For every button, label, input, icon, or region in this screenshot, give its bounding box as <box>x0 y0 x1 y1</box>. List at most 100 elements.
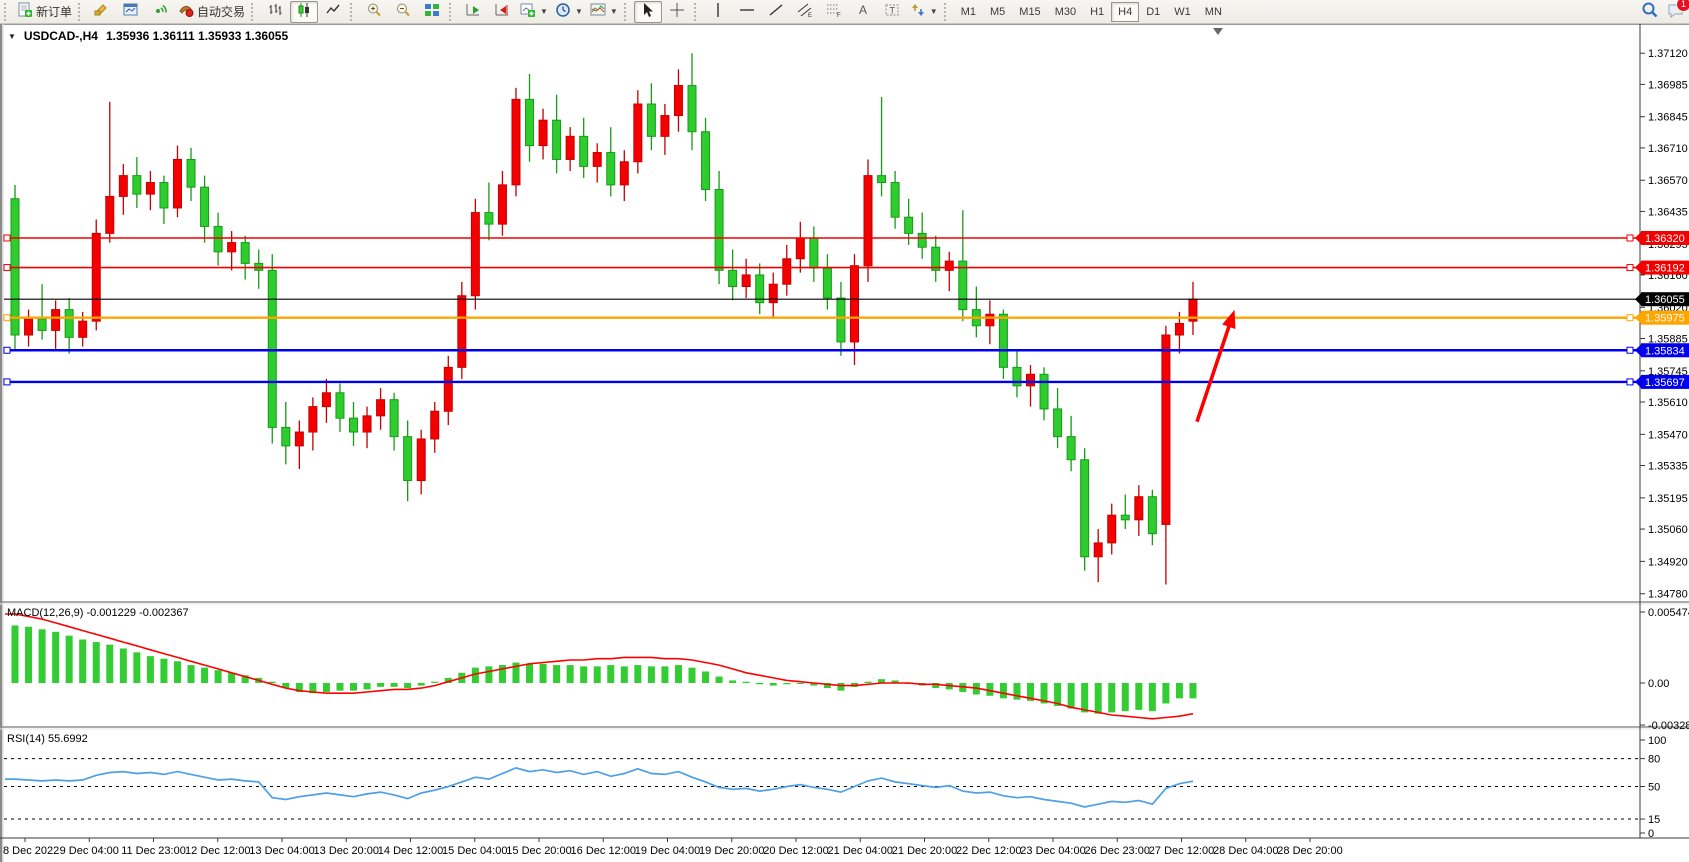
auto-scroll-icon <box>465 2 481 21</box>
line-handle[interactable] <box>1626 234 1634 242</box>
line-chart-mode-button[interactable] <box>319 1 347 23</box>
svg-text:A: A <box>859 3 867 17</box>
bar-chart-mode-button[interactable] <box>261 1 289 23</box>
time-label: 23 Dec 04:00 <box>1020 845 1085 857</box>
timeframe-button-M5[interactable]: M5 <box>990 5 1006 18</box>
candle-body <box>443 366 453 412</box>
line-handle[interactable] <box>3 378 11 386</box>
macd-bar <box>702 671 710 683</box>
candle-body <box>497 184 507 225</box>
macd-bar <box>295 683 303 692</box>
tile-windows-button[interactable] <box>418 1 446 23</box>
macd-bar <box>1148 683 1156 712</box>
period-button[interactable]: ▼ <box>552 1 586 23</box>
macd-bar <box>620 666 628 683</box>
arrows-tool-button[interactable]: ▼ <box>907 1 941 23</box>
line-handle[interactable] <box>1626 378 1634 386</box>
chart-window-button[interactable] <box>117 1 145 23</box>
clock-icon <box>555 2 571 21</box>
candle-body <box>281 426 291 447</box>
time-label: 13 Dec 04:00 <box>249 845 314 857</box>
timeframe-button-M1[interactable]: M1 <box>960 5 976 18</box>
crosshair-tool-button[interactable] <box>663 1 691 23</box>
new-chart-button[interactable]: ▼ <box>517 1 551 23</box>
chart-area[interactable]: 1.37120 1.36985 1.36845 1.36710 1.36570 1.364… <box>0 24 1689 862</box>
vertical-line-tool-button[interactable] <box>704 1 732 23</box>
svg-text:E: E <box>808 13 812 18</box>
time-label: 28 Dec 04:00 <box>1213 845 1278 857</box>
candle-body <box>267 269 277 428</box>
line-handle[interactable] <box>3 264 11 272</box>
line-handle[interactable] <box>1626 264 1634 272</box>
search-icon[interactable] <box>1641 1 1659 24</box>
candle-body <box>1080 459 1090 558</box>
chart-shift-button[interactable] <box>488 1 516 23</box>
timeframe-button-H4[interactable]: H4 <box>1111 1 1140 22</box>
candle-body <box>985 313 995 327</box>
zoom-in-button[interactable] <box>360 1 388 23</box>
notifications-button[interactable]: 1 <box>1667 0 1689 24</box>
timeframe-button-W1[interactable]: W1 <box>1174 5 1191 18</box>
macd-bar <box>756 683 764 685</box>
candle-body <box>118 175 128 197</box>
collapse-triangle-icon[interactable]: ▼ <box>8 31 16 41</box>
auto-trading-button[interactable]: 自动交易 <box>175 1 248 23</box>
trendline-tool-button[interactable] <box>762 1 790 23</box>
macd-bar <box>607 665 615 683</box>
signal-button[interactable] <box>146 1 174 23</box>
template-button[interactable]: ▼ <box>587 1 621 23</box>
channel-tool-button[interactable]: E <box>791 1 819 23</box>
timeframe-button-M15[interactable]: M15 <box>1019 5 1041 18</box>
candle-body <box>863 175 873 267</box>
macd-bar <box>471 667 479 683</box>
candle-body <box>755 274 765 304</box>
candle-body <box>172 158 182 209</box>
macd-bar <box>377 683 385 687</box>
timeframe-button-D1[interactable]: D1 <box>1146 5 1161 18</box>
new-order-button[interactable]: 新订单 <box>14 1 75 23</box>
chart-shift-marker[interactable] <box>1213 28 1223 35</box>
candle-body <box>227 242 237 253</box>
chart-canvas[interactable]: 1.37120 1.36985 1.36845 1.36710 1.36570 1.364… <box>0 24 1689 862</box>
line-handle[interactable] <box>3 234 11 242</box>
candle-body <box>362 415 372 433</box>
macd-bar <box>444 677 452 683</box>
buy-arrow-line[interactable] <box>1195 316 1234 423</box>
line-handle[interactable] <box>3 346 11 354</box>
candle-body <box>944 260 954 271</box>
timeframe-button-M30[interactable]: M30 <box>1054 5 1077 18</box>
macd-bar <box>796 683 804 684</box>
candlestick-mode-button[interactable] <box>290 0 319 23</box>
cursor-tool-button[interactable] <box>633 0 662 23</box>
chart-shift-icon <box>494 2 510 21</box>
horizontal-line-icon <box>739 2 755 21</box>
fibonacci-tool-button[interactable]: F <box>820 1 848 23</box>
macd-pane <box>5 613 1197 720</box>
timeframe-button-H1[interactable]: H1 <box>1090 5 1105 18</box>
line-handle[interactable] <box>1626 346 1634 354</box>
macd-bar <box>106 644 114 683</box>
timeframe-button-MN[interactable]: MN <box>1204 5 1222 18</box>
macd-bar <box>38 629 46 683</box>
text-tool-button[interactable]: A <box>849 1 877 23</box>
price-tick-label: 1.36435 <box>1648 206 1688 218</box>
sound-button[interactable] <box>88 1 116 23</box>
zoom-out-button[interactable] <box>389 1 417 23</box>
line-handle[interactable] <box>1626 314 1634 322</box>
candle-body <box>890 182 900 218</box>
auto-scroll-button[interactable] <box>459 1 487 23</box>
price-tick-label: 1.36570 <box>1648 175 1688 187</box>
candle-body <box>105 195 115 234</box>
macd-bar <box>25 626 33 683</box>
macd-bar <box>783 683 791 685</box>
price-tick-label: 1.36710 <box>1648 143 1688 155</box>
text-label-tool-button[interactable]: T <box>878 1 906 23</box>
arrow-annotation[interactable] <box>1195 309 1236 423</box>
candle-body <box>822 267 832 299</box>
price-tag-label: 1.36320 <box>1645 233 1685 245</box>
horizontal-line-tool-button[interactable] <box>733 1 761 23</box>
price-tick-label: 1.35610 <box>1648 397 1688 409</box>
price-tick-label: 1.35195 <box>1648 493 1688 505</box>
line-handle[interactable] <box>3 314 11 322</box>
horizontal-lines[interactable] <box>3 234 1640 386</box>
